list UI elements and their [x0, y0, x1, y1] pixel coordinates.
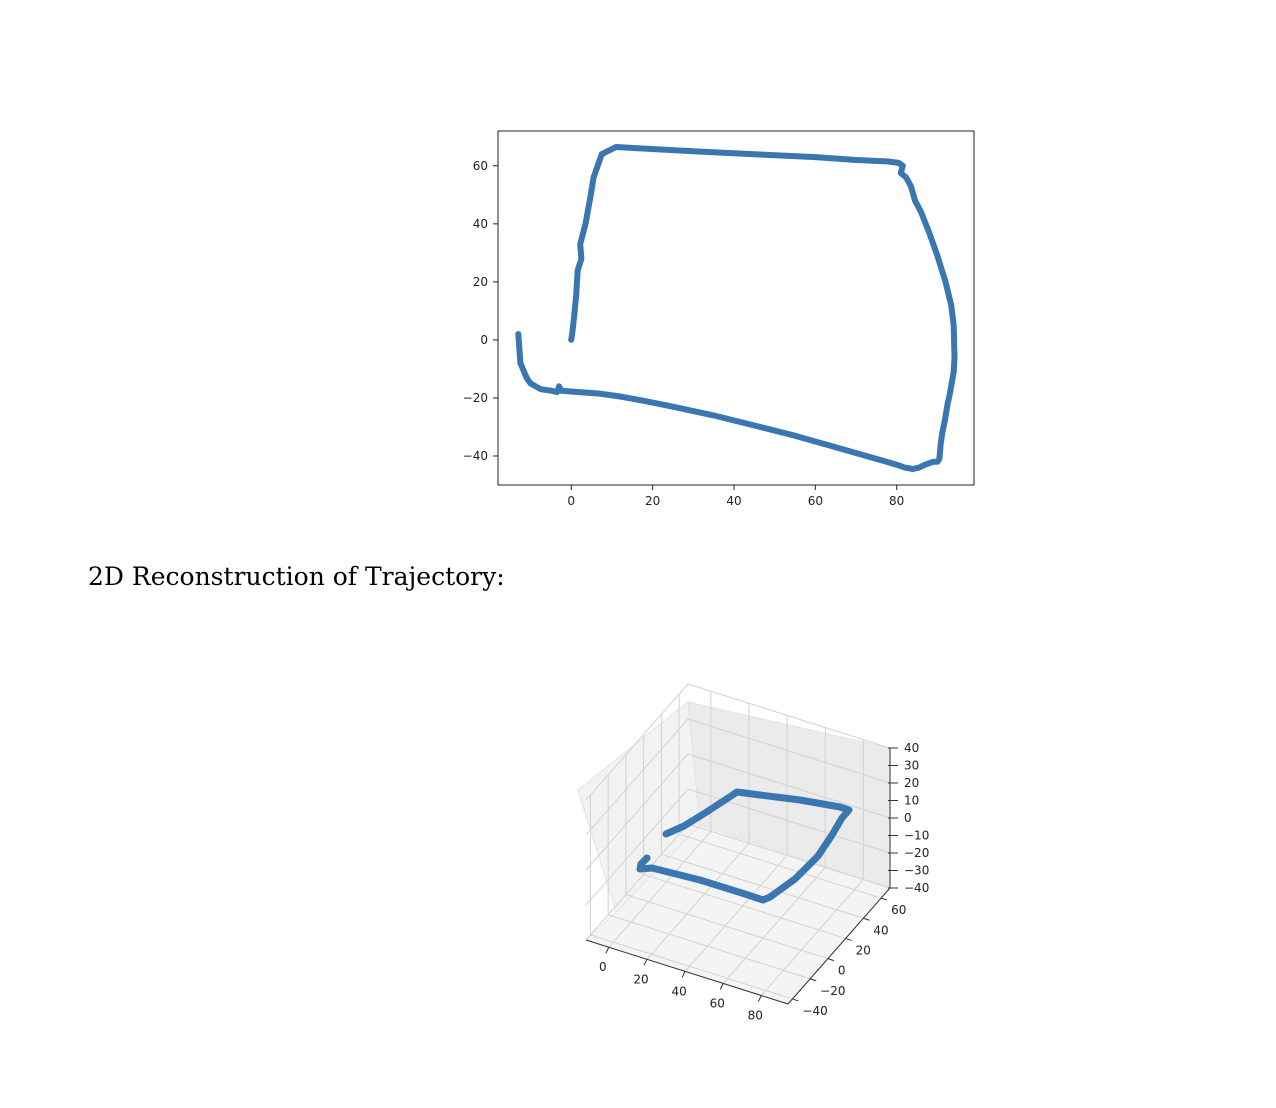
x3d-tick-label: 60 [710, 996, 725, 1010]
y3d-tick-label: 0 [838, 964, 846, 978]
grid-line [585, 683, 891, 801]
y3d-tick-mark [845, 937, 852, 941]
caption-text: 2D Reconstruction of Trajectory: [88, 562, 505, 591]
z3d-tick-label: −40 [904, 881, 929, 895]
x3d-tick-mark [757, 995, 762, 1002]
y3d-tick-label: −20 [820, 984, 845, 998]
y3d-tick-label: 20 [856, 943, 871, 957]
y3d-tick-mark [880, 897, 888, 901]
trajectory-2d-plot: 0 20 40 60 80 −40 −20 0 20 40 60 [463, 130, 975, 508]
grid-line [585, 788, 891, 906]
y3d-tick-label: 60 [891, 903, 906, 917]
y-tick-label: 60 [473, 159, 488, 173]
grid-line [585, 718, 891, 836]
z3d-tick-label: 10 [904, 794, 919, 808]
x-axis-line [585, 939, 789, 1005]
z3d-tick-label: 0 [904, 811, 912, 825]
trajectory-3d-line [636, 788, 853, 904]
y3d-tick-label: −40 [802, 1004, 827, 1018]
x3d-tick-mark [719, 983, 724, 990]
grid-line [585, 753, 891, 871]
z3d-tick-label: 30 [904, 759, 919, 773]
y-tick-label: −40 [463, 449, 488, 463]
trajectory-2d-line [515, 144, 958, 472]
x3d-tick-mark [643, 959, 648, 966]
y3d-tick-mark [863, 917, 870, 921]
y3d-tick-mark [827, 958, 835, 962]
y-tick-label: 0 [480, 333, 488, 347]
y-tick-label: −20 [463, 391, 488, 405]
x-tick-label: 20 [645, 494, 660, 508]
x3d-tick-label: 0 [599, 960, 607, 974]
y3d-tick-mark [810, 978, 817, 982]
z3d-tick-label: −10 [904, 829, 929, 843]
z3d-tick-label: 20 [904, 776, 919, 790]
x3d-tick-label: 80 [748, 1009, 763, 1023]
x-tick-label: 40 [726, 494, 741, 508]
z3d-tick-label: −20 [904, 846, 929, 860]
y-tick-label: 20 [473, 275, 488, 289]
y-axis-line [787, 887, 891, 1005]
y3d-tick-mark [792, 998, 799, 1002]
x3d-tick-label: 20 [633, 972, 648, 986]
y-tick-label: 40 [473, 217, 488, 231]
y3d-tick-label: 40 [873, 923, 888, 937]
x-tick-label: 60 [808, 494, 823, 508]
grid-3d [585, 683, 891, 1000]
z3d-tick-label: 40 [904, 741, 919, 755]
axes-3d-panes [577, 701, 891, 1005]
x3d-tick-label: 40 [671, 984, 686, 998]
x-tick-label: 80 [889, 494, 904, 508]
x-tick-label: 0 [567, 494, 575, 508]
z3d-tick-label: −30 [904, 864, 929, 878]
x3d-tick-mark [605, 947, 610, 954]
x3d-tick-mark [681, 971, 686, 978]
